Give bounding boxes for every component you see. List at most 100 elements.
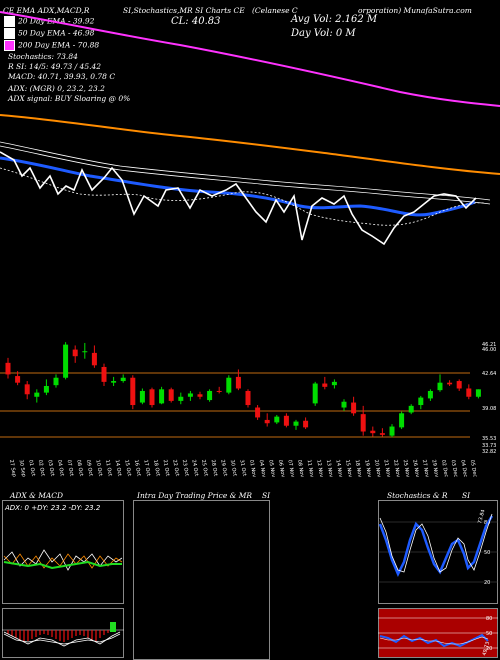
date-label: 01 Oct xyxy=(27,459,36,476)
date-label: 07 Nov xyxy=(286,459,295,478)
candlestick-chart: 46.21 46.00 42.64 39.08 35.53 33.73 32.8… xyxy=(0,342,496,455)
date-label: 24 Oct xyxy=(190,459,199,476)
date-label: 11 Oct xyxy=(104,459,113,476)
candle-up xyxy=(187,393,193,397)
candle-up xyxy=(399,413,405,428)
rsi-value-label: 49.73 xyxy=(482,641,492,656)
date-label: 04 Oct xyxy=(56,459,65,476)
candle-down xyxy=(456,381,462,389)
date-label: 21 Nov xyxy=(382,459,391,478)
stochastics-panel: 80 50 20 73.84 xyxy=(378,500,498,604)
date-label: 30 Oct xyxy=(229,459,238,476)
candle-down xyxy=(5,362,11,375)
date-label: 23 Oct xyxy=(181,459,190,476)
macd-line xyxy=(3,631,121,647)
upper-band-line xyxy=(0,141,491,201)
price-level-label: 33.73 xyxy=(482,443,496,449)
legend-label: 50 Day EMA - 46.98 xyxy=(18,28,95,38)
date-label: 25 Oct xyxy=(200,459,209,476)
date-label: 08 Oct xyxy=(75,459,84,476)
candle-down xyxy=(466,388,472,397)
upper-band-line-2 xyxy=(0,145,491,205)
date-axis: 27 Sep 30 Sep 01 Oct 02 Oct 03 Oct 04 Oct 07 O… xyxy=(8,459,478,478)
candle-up xyxy=(43,386,49,393)
candle-up xyxy=(341,401,347,408)
header-line: CE EMA ADX,MACD,R xyxy=(3,6,89,15)
price-level-label: 39.08 xyxy=(482,406,496,412)
adx-panel-title: ADX & MACD xyxy=(10,491,64,500)
rsi-line xyxy=(379,633,489,648)
macd-readout: MACD: 40.71, 39.93, 0.78 C xyxy=(8,72,116,81)
candle-down xyxy=(24,384,30,395)
macd-positive-bar xyxy=(110,622,116,632)
candle-up xyxy=(139,390,145,403)
date-label: 03 Oct xyxy=(46,459,55,476)
date-label: 25 Nov xyxy=(402,459,411,478)
close-price: CL: 40.83 xyxy=(171,16,221,27)
date-label: 08 Nov xyxy=(296,459,305,478)
date-label: 26 Nov xyxy=(411,459,420,478)
candle-down xyxy=(360,414,366,432)
candle-down xyxy=(283,415,289,426)
legend-label: 200 Day EMA - 70.88 xyxy=(18,40,100,50)
rsi-level-label: 20 xyxy=(486,646,492,652)
ema50-line xyxy=(0,114,500,175)
price-level-label: 46.21 xyxy=(482,342,496,348)
date-label: 02 Dec xyxy=(440,459,449,478)
rsi-level-label: 50 xyxy=(486,631,492,637)
si-text: SI xyxy=(195,6,204,15)
date-label: 22 Nov xyxy=(392,459,401,478)
date-label: 20 Nov xyxy=(373,459,382,478)
adx-readout: ADX: (MGR) 0, 23.2, 23.2 xyxy=(8,84,105,93)
date-label: 07 Oct xyxy=(66,459,75,476)
legend-swatch-icon xyxy=(4,28,15,39)
stoch-level-label: 20 xyxy=(484,580,490,586)
candle-down xyxy=(245,390,251,406)
macd-signal-line xyxy=(3,633,121,645)
rsi-readout: R SI: 14/5: 49.73 / 45.42 xyxy=(8,62,102,71)
candle-down xyxy=(379,433,385,435)
intraday-panel-title-2: SI xyxy=(262,491,271,500)
ema20-dotted-line xyxy=(0,167,486,226)
adx-text: ADX,MACD,R xyxy=(37,6,90,15)
company-left: (Celanese C xyxy=(252,6,298,15)
company-right: orporation) MunafaSutra.com xyxy=(358,6,472,15)
rsi-level-label: 80 xyxy=(486,616,492,622)
date-label: 13 Nov xyxy=(325,459,334,478)
date-label: 16 Oct xyxy=(133,459,142,476)
stoch-level-label: 50 xyxy=(484,550,490,556)
date-label: 19 Nov xyxy=(363,459,372,478)
macd-histogram xyxy=(7,630,109,642)
stoch-k-line xyxy=(378,515,494,577)
candle-up xyxy=(389,426,395,436)
candle-up xyxy=(207,390,213,401)
date-label: 28 Oct xyxy=(210,459,219,476)
macd-panel-frame xyxy=(2,608,124,658)
date-label: 22 Oct xyxy=(171,459,180,476)
header-line-2: SI,Stochastics,MR SI Charts CE xyxy=(123,6,245,15)
stoch-value-label: 73.84 xyxy=(477,509,487,524)
stoch-panel-title: Stochastics & R xyxy=(387,491,448,500)
macd-panel xyxy=(2,608,124,658)
stoch-d-line xyxy=(379,513,493,573)
candle-down xyxy=(91,352,97,366)
legend-label: 20 Day EMA - 39.92 xyxy=(18,16,95,26)
date-label: 09 Oct xyxy=(85,459,94,476)
date-label: 21 Oct xyxy=(162,459,171,476)
candle-down xyxy=(197,394,203,397)
candle-up xyxy=(120,377,126,382)
date-label: 29 Oct xyxy=(219,459,228,476)
candle-up xyxy=(427,390,433,399)
candle-down xyxy=(149,389,155,406)
date-label: 27 Nov xyxy=(421,459,430,478)
candle-up xyxy=(111,381,117,383)
date-label: 05 Nov xyxy=(267,459,276,478)
candle-up xyxy=(418,397,424,406)
charts-text: Charts CE xyxy=(205,6,245,15)
date-label: 01 Nov xyxy=(248,459,257,478)
rsi-signal-line xyxy=(379,636,489,645)
candle-down xyxy=(322,383,328,387)
adx-panel-frame xyxy=(2,500,124,604)
candle-up xyxy=(178,396,184,401)
